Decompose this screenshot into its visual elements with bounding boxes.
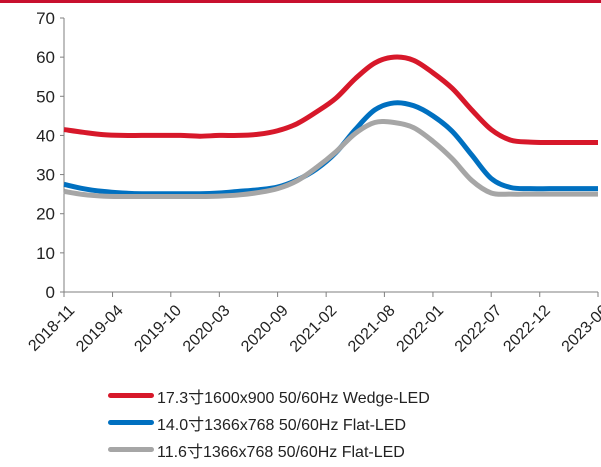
legend-label: 14.0寸1366x768 50/60Hz Flat-LED — [157, 416, 407, 434]
series-line-3 — [63, 118, 598, 200]
top-rule — [0, 0, 601, 3]
legend-label: 11.6寸1366x768 50/60Hz Flat-LED — [157, 443, 405, 461]
y-tick-label: 40 — [36, 126, 55, 145]
x-tick-label: 2019-04 — [73, 302, 127, 356]
legend-item-3: 11.6寸1366x768 50/60Hz Flat-LED — [108, 436, 430, 463]
y-tick-label: 20 — [36, 205, 55, 224]
series-layer — [63, 54, 598, 200]
x-tick-label: 2020-09 — [238, 302, 292, 356]
series-line-2 — [63, 100, 598, 197]
x-tick-label: 2023-06 — [559, 302, 601, 356]
legend-swatch — [108, 393, 154, 398]
x-tick-label: 2022-07 — [452, 302, 506, 356]
y-tick-label: 0 — [46, 283, 55, 302]
y-tick-label: 10 — [36, 244, 55, 263]
y-tick-label: 30 — [36, 166, 55, 185]
legend-label: 17.3寸1600x900 50/60Hz Wedge-LED — [157, 389, 430, 407]
x-tick-label: 2022-12 — [500, 302, 554, 356]
x-tick-label: 2019-10 — [131, 302, 185, 356]
x-tick-label: 2021-08 — [345, 302, 399, 356]
y-tick-label: 60 — [36, 48, 55, 67]
chart-legend: 17.3寸1600x900 50/60Hz Wedge-LED 14.0寸1366… — [108, 382, 430, 463]
legend-swatch — [108, 420, 154, 425]
y-tick-label: 50 — [36, 87, 55, 106]
series-line-1 — [63, 54, 598, 146]
legend-item-1: 17.3寸1600x900 50/60Hz Wedge-LED — [108, 382, 430, 409]
x-tick-label: 2018-11 — [25, 302, 78, 355]
legend-item-2: 14.0寸1366x768 50/60Hz Flat-LED — [108, 409, 430, 436]
legend-swatch — [108, 447, 154, 452]
x-tick-label: 2022-01 — [394, 302, 448, 356]
x-tick-label: 2020-03 — [180, 302, 234, 356]
y-tick-label: 70 — [36, 9, 55, 28]
x-tick-label: 2021-02 — [287, 302, 341, 356]
